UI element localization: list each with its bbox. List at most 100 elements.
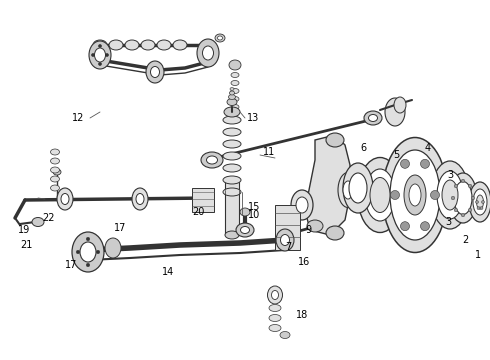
- Ellipse shape: [150, 67, 160, 77]
- Ellipse shape: [32, 217, 44, 226]
- Ellipse shape: [442, 180, 458, 210]
- Ellipse shape: [80, 242, 96, 262]
- Ellipse shape: [105, 238, 121, 258]
- Ellipse shape: [280, 234, 290, 246]
- Ellipse shape: [50, 167, 59, 173]
- Text: 1: 1: [475, 250, 481, 260]
- Ellipse shape: [229, 60, 241, 70]
- Ellipse shape: [476, 195, 484, 209]
- Ellipse shape: [431, 161, 469, 229]
- Ellipse shape: [50, 149, 59, 155]
- Text: 15: 15: [248, 202, 260, 212]
- Ellipse shape: [218, 36, 222, 40]
- Ellipse shape: [223, 116, 241, 124]
- Text: 22: 22: [42, 213, 54, 223]
- Ellipse shape: [404, 175, 426, 215]
- Text: 21: 21: [20, 240, 32, 250]
- Text: 20: 20: [192, 207, 204, 217]
- Ellipse shape: [141, 40, 155, 50]
- Ellipse shape: [197, 39, 219, 67]
- Ellipse shape: [268, 286, 283, 304]
- Ellipse shape: [291, 190, 313, 220]
- Ellipse shape: [473, 189, 487, 215]
- Ellipse shape: [230, 87, 234, 90]
- Ellipse shape: [437, 171, 463, 219]
- Text: 7: 7: [285, 242, 291, 252]
- Ellipse shape: [469, 182, 490, 222]
- Ellipse shape: [326, 133, 344, 147]
- Ellipse shape: [61, 194, 69, 204]
- Ellipse shape: [276, 229, 294, 251]
- Ellipse shape: [231, 104, 239, 109]
- Ellipse shape: [343, 181, 353, 199]
- Ellipse shape: [269, 305, 281, 311]
- Ellipse shape: [409, 184, 421, 206]
- Circle shape: [420, 222, 430, 231]
- Ellipse shape: [390, 150, 440, 240]
- Ellipse shape: [86, 263, 90, 267]
- Ellipse shape: [269, 324, 281, 332]
- Ellipse shape: [240, 208, 250, 216]
- Ellipse shape: [338, 172, 358, 207]
- Ellipse shape: [223, 152, 241, 160]
- Ellipse shape: [482, 201, 485, 203]
- Ellipse shape: [480, 207, 483, 210]
- Ellipse shape: [57, 188, 73, 210]
- Ellipse shape: [269, 315, 281, 321]
- Circle shape: [400, 159, 410, 168]
- Ellipse shape: [454, 208, 458, 212]
- Ellipse shape: [307, 220, 323, 232]
- Ellipse shape: [95, 48, 105, 62]
- Ellipse shape: [146, 61, 164, 83]
- Ellipse shape: [227, 99, 237, 105]
- Ellipse shape: [383, 138, 447, 252]
- Ellipse shape: [53, 169, 61, 175]
- Ellipse shape: [368, 114, 377, 122]
- Text: 17: 17: [114, 223, 126, 233]
- Ellipse shape: [471, 196, 475, 200]
- Ellipse shape: [109, 40, 123, 50]
- Text: 2: 2: [462, 235, 468, 245]
- Ellipse shape: [223, 176, 241, 184]
- Ellipse shape: [228, 95, 236, 99]
- Circle shape: [420, 159, 430, 168]
- Ellipse shape: [385, 98, 405, 126]
- Ellipse shape: [223, 128, 241, 136]
- Ellipse shape: [449, 173, 477, 223]
- Ellipse shape: [173, 40, 187, 50]
- Text: 9: 9: [305, 225, 311, 235]
- Ellipse shape: [50, 185, 59, 191]
- Circle shape: [400, 222, 410, 231]
- Ellipse shape: [231, 81, 239, 86]
- Ellipse shape: [223, 188, 241, 196]
- Ellipse shape: [98, 63, 101, 66]
- Ellipse shape: [98, 45, 101, 48]
- Ellipse shape: [206, 156, 218, 164]
- Ellipse shape: [136, 194, 144, 204]
- Ellipse shape: [157, 40, 171, 50]
- Ellipse shape: [451, 196, 455, 200]
- Bar: [225, 180, 239, 235]
- Ellipse shape: [223, 164, 241, 172]
- Ellipse shape: [76, 250, 80, 254]
- Ellipse shape: [468, 184, 472, 188]
- Ellipse shape: [454, 184, 458, 188]
- Ellipse shape: [475, 201, 479, 203]
- Ellipse shape: [231, 89, 239, 94]
- Ellipse shape: [280, 332, 290, 338]
- Ellipse shape: [461, 213, 465, 217]
- Ellipse shape: [229, 91, 235, 95]
- Ellipse shape: [236, 223, 254, 237]
- Text: 4: 4: [425, 143, 431, 153]
- Circle shape: [391, 190, 399, 199]
- Polygon shape: [305, 135, 350, 235]
- Text: 3: 3: [445, 217, 451, 227]
- Ellipse shape: [370, 177, 390, 212]
- Circle shape: [431, 190, 440, 199]
- Ellipse shape: [201, 152, 223, 168]
- Ellipse shape: [343, 163, 373, 213]
- Ellipse shape: [72, 232, 104, 272]
- Ellipse shape: [96, 250, 100, 254]
- Ellipse shape: [394, 97, 406, 113]
- Ellipse shape: [461, 179, 465, 183]
